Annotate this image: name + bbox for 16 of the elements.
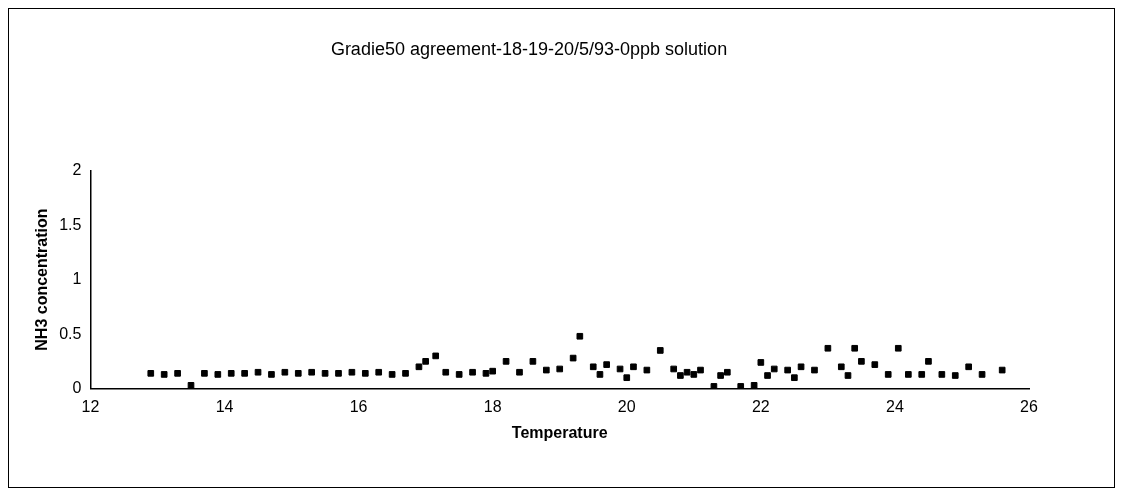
- y-tick-label: 0: [72, 379, 82, 397]
- chart-title: Gradie50 agreement-18-19-20/5/93-0ppb solution: [330, 38, 728, 59]
- x-tick-label: 26: [1020, 397, 1038, 415]
- y-tick-label: 2: [72, 161, 82, 179]
- x-tick-label: 20: [617, 397, 636, 415]
- x-tick-label: 16: [349, 397, 368, 415]
- y-tick-label: 0.5: [59, 324, 82, 342]
- y-tick-label: 1.5: [59, 215, 82, 233]
- x-tick-label: 12: [81, 397, 100, 415]
- y-tick-label: 1: [72, 270, 82, 288]
- x-tick-label: 14: [215, 397, 234, 415]
- x-axis-title: Temperature: [511, 423, 608, 441]
- y-axis-title: NH3 concentration: [33, 208, 51, 351]
- x-tick-label: 18: [483, 397, 502, 415]
- x-tick-label: 22: [751, 397, 770, 415]
- x-tick-label: 24: [886, 397, 904, 415]
